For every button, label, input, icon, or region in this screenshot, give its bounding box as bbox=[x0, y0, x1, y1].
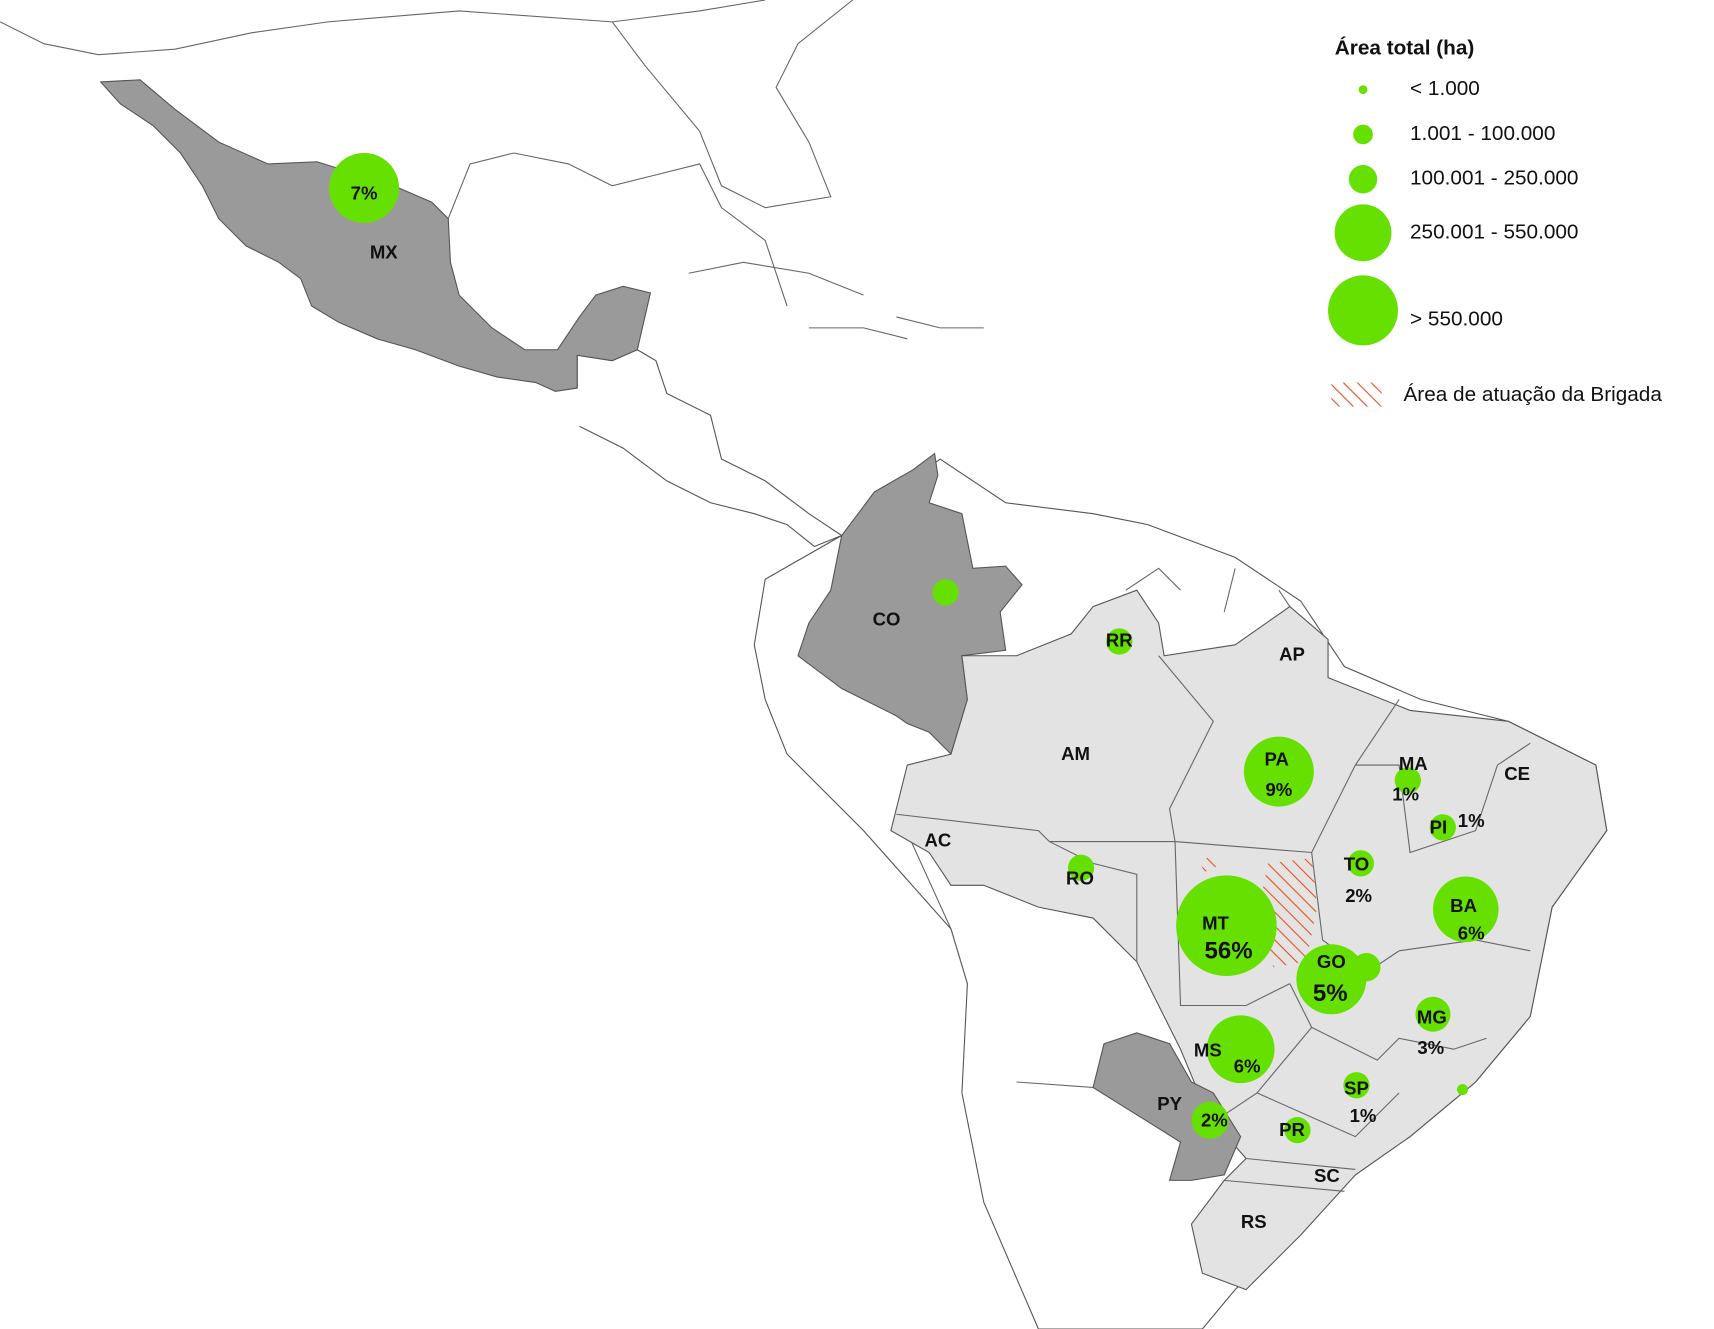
circle bbox=[1415, 996, 1451, 1032]
coastline bbox=[0, 0, 853, 307]
region-pct: 9% bbox=[1265, 779, 1292, 800]
circle bbox=[1347, 850, 1374, 877]
country-borders bbox=[895, 567, 1291, 1089]
region-code: AM bbox=[1061, 743, 1090, 764]
circle bbox=[932, 579, 959, 606]
legend-label: 250.001 - 550.000 bbox=[1410, 220, 1578, 243]
region-code: GO bbox=[1317, 951, 1346, 972]
central-america bbox=[555, 349, 843, 548]
region-code: MS bbox=[1194, 1039, 1222, 1060]
region-pct: 5% bbox=[1313, 980, 1348, 1007]
legend: < 1.000 1.001 - 100.000 100.001 - 250.000 2… bbox=[1328, 77, 1578, 346]
region-pct: 1% bbox=[1392, 784, 1419, 805]
legend-label: Área de atuação da Brigada bbox=[1403, 383, 1662, 406]
legend-label: > 550.000 bbox=[1410, 308, 1503, 331]
legend-title: Área total (ha) bbox=[1335, 37, 1475, 60]
region-pct: 2% bbox=[1201, 1109, 1228, 1130]
region-code: BA bbox=[1450, 895, 1477, 916]
circle bbox=[1243, 736, 1314, 807]
legend-symbol bbox=[1348, 165, 1378, 194]
legend-label: < 1.000 bbox=[1410, 77, 1480, 100]
circle bbox=[1067, 854, 1095, 881]
region-code: PA bbox=[1264, 749, 1288, 770]
circle bbox=[1457, 1084, 1468, 1096]
circle bbox=[1394, 767, 1421, 794]
circle bbox=[1176, 875, 1277, 976]
circle bbox=[329, 153, 400, 223]
legend-symbol bbox=[1353, 124, 1373, 145]
labels: MX 7% CO RR AP AM PA 9% MA 1% CE PI 1% AC TO 2% RO MT 56% B… bbox=[351, 182, 1530, 1231]
region-code: RR bbox=[1106, 629, 1133, 650]
region-code: MG bbox=[1417, 1007, 1447, 1028]
legend-symbol bbox=[1334, 204, 1392, 262]
circle bbox=[1432, 876, 1499, 943]
region-code: MA bbox=[1399, 753, 1428, 774]
region-pct: 7% bbox=[351, 182, 378, 203]
region-pct: 6% bbox=[1458, 922, 1485, 943]
region-code: RS bbox=[1241, 1211, 1267, 1232]
mexico bbox=[99, 79, 652, 392]
region-pct: 2% bbox=[1345, 885, 1372, 906]
region-code: CO bbox=[873, 609, 901, 630]
circle bbox=[1206, 1015, 1275, 1084]
region-pct: 6% bbox=[1234, 1056, 1261, 1077]
paraguay bbox=[1092, 1032, 1242, 1181]
circle bbox=[1191, 1101, 1229, 1139]
circle bbox=[1429, 814, 1456, 841]
caribbean bbox=[688, 261, 984, 340]
legend-label: 100.001 - 250.000 bbox=[1410, 167, 1578, 190]
region-code: CE bbox=[1504, 763, 1530, 784]
legend-label: 1.001 - 100.000 bbox=[1410, 122, 1555, 145]
circle bbox=[1343, 1072, 1370, 1099]
colombia bbox=[797, 452, 1023, 756]
legend-hatch bbox=[1331, 382, 1382, 407]
region-code: MX bbox=[370, 241, 398, 262]
circle bbox=[1106, 628, 1133, 655]
region-code: PR bbox=[1279, 1119, 1305, 1140]
region-code: SP bbox=[1344, 1078, 1369, 1099]
circle bbox=[1296, 944, 1367, 1015]
region-code: RO bbox=[1066, 868, 1094, 889]
region-pct: 1% bbox=[1458, 810, 1485, 831]
region-code: SC bbox=[1314, 1165, 1340, 1186]
legend-symbol bbox=[1358, 85, 1368, 94]
region-code: PI bbox=[1430, 816, 1448, 837]
region-pct: 1% bbox=[1350, 1105, 1377, 1126]
region-code: AP bbox=[1279, 644, 1305, 665]
legend-symbol bbox=[1328, 275, 1398, 346]
region-code: AC bbox=[924, 829, 951, 850]
region-pct: 3% bbox=[1417, 1037, 1444, 1058]
region-code: TO bbox=[1344, 854, 1369, 875]
circle bbox=[1284, 1116, 1311, 1144]
region-code: PY bbox=[1157, 1093, 1182, 1114]
region-pct: 56% bbox=[1205, 937, 1253, 964]
region-code: MT bbox=[1202, 913, 1229, 934]
circles bbox=[329, 153, 1499, 1144]
